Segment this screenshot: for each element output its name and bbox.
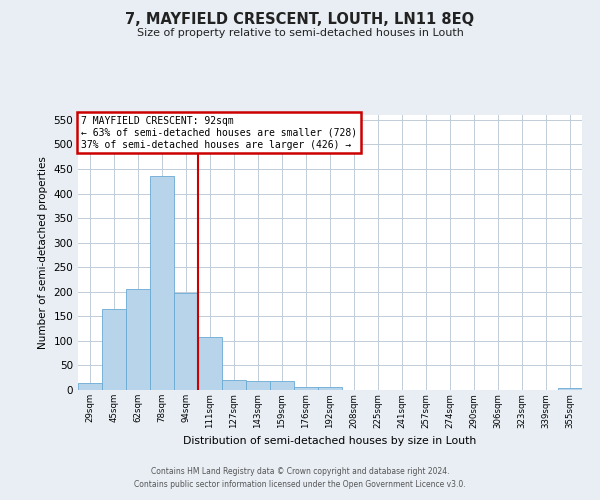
Bar xyxy=(294,387,318,390)
Text: 7, MAYFIELD CRESCENT, LOUTH, LN11 8EQ: 7, MAYFIELD CRESCENT, LOUTH, LN11 8EQ xyxy=(125,12,475,28)
Bar xyxy=(198,338,222,390)
Bar xyxy=(246,380,270,390)
Y-axis label: Number of semi-detached properties: Number of semi-detached properties xyxy=(38,156,48,349)
Text: Contains public sector information licensed under the Open Government Licence v3: Contains public sector information licen… xyxy=(134,480,466,489)
Bar xyxy=(174,294,198,390)
Bar xyxy=(222,380,246,390)
Bar xyxy=(126,290,150,390)
Bar xyxy=(102,309,126,390)
Bar xyxy=(558,388,582,390)
Bar xyxy=(318,387,342,390)
Bar xyxy=(150,176,174,390)
Text: Contains HM Land Registry data © Crown copyright and database right 2024.: Contains HM Land Registry data © Crown c… xyxy=(151,467,449,476)
Text: 7 MAYFIELD CRESCENT: 92sqm
← 63% of semi-detached houses are smaller (728)
37% o: 7 MAYFIELD CRESCENT: 92sqm ← 63% of semi… xyxy=(80,116,356,150)
Text: Size of property relative to semi-detached houses in Louth: Size of property relative to semi-detach… xyxy=(137,28,463,38)
X-axis label: Distribution of semi-detached houses by size in Louth: Distribution of semi-detached houses by … xyxy=(184,436,476,446)
Bar xyxy=(270,380,294,390)
Bar xyxy=(78,382,102,390)
